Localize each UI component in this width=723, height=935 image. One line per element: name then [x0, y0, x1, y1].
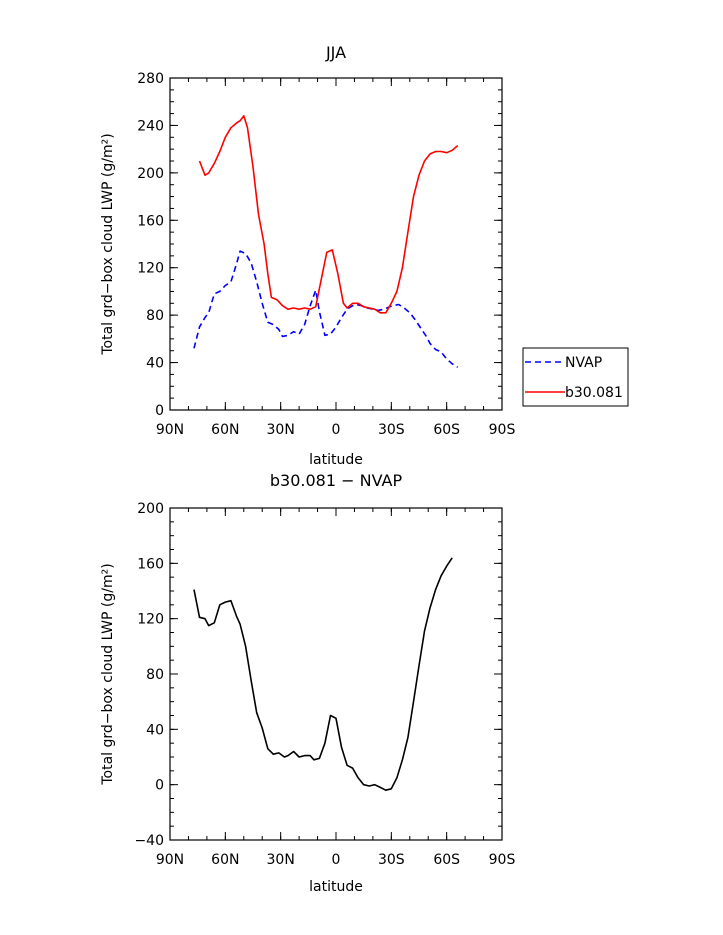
y-tick-label: −40 — [134, 833, 164, 849]
x-tick-label: 30N — [267, 422, 295, 438]
x-tick-label: 60N — [211, 422, 239, 438]
y-tick-label: 160 — [137, 556, 164, 572]
y-tick-label: 40 — [146, 722, 164, 738]
plot-frame — [169, 77, 503, 411]
x-axis-title: latitude — [309, 879, 363, 895]
y-tick-label: 80 — [146, 667, 164, 683]
plot-title: JJA — [325, 43, 346, 62]
legend-label: b30.081 — [565, 385, 623, 401]
x-tick-label: 90S — [489, 852, 516, 868]
y-tick-label: 200 — [137, 166, 164, 182]
y-tick-label: 240 — [137, 118, 164, 134]
x-tick-label: 30S — [378, 422, 405, 438]
y-axis-title: Total grd−box cloud LWP (g/m²) — [100, 133, 116, 355]
chart-difference: 90N 60N 30N 0 30S 60S 90S −40 0 40 80 120 160 200 b30.… — [100, 471, 515, 895]
chart-jja: 90N 60N 30N 0 30S 60S 90S 0 40 80 120 160 200 240 280 J… — [100, 43, 629, 468]
x-tick-label: 60S — [433, 852, 460, 868]
x-tick-label: 0 — [332, 422, 341, 438]
x-tick-label: 0 — [332, 852, 341, 868]
legend: NVAP b30.081 — [522, 347, 629, 407]
y-tick-label: 80 — [146, 308, 164, 324]
y-tick-label: 160 — [137, 213, 164, 229]
y-tick-label: 120 — [137, 261, 164, 277]
series-line-0 — [193, 557, 453, 792]
x-tick-label: 60S — [433, 422, 460, 438]
x-tick-label: 90S — [489, 422, 516, 438]
y-axis-title: Total grd−box cloud LWP (g/m²) — [100, 563, 116, 785]
y-tick-label: 0 — [155, 403, 164, 419]
x-tick-label: 60N — [211, 852, 239, 868]
y-tick-label: 280 — [137, 71, 164, 87]
plot-title: b30.081 − NVAP — [270, 471, 403, 490]
y-tick-label: 40 — [146, 356, 164, 372]
x-tick-label: 90N — [156, 422, 184, 438]
series-line-b30-081 — [198, 115, 459, 314]
x-tick-label: 30S — [378, 852, 405, 868]
x-tick-label: 30N — [267, 852, 295, 868]
y-tick-label: 200 — [137, 501, 164, 517]
legend-label: NVAP — [565, 355, 602, 371]
x-axis-title: latitude — [309, 452, 363, 468]
series-line-nvap — [193, 250, 459, 368]
y-tick-label: 120 — [137, 612, 164, 628]
y-tick-label: 0 — [155, 778, 164, 794]
legend-box — [522, 347, 629, 407]
x-tick-label: 90N — [156, 852, 184, 868]
